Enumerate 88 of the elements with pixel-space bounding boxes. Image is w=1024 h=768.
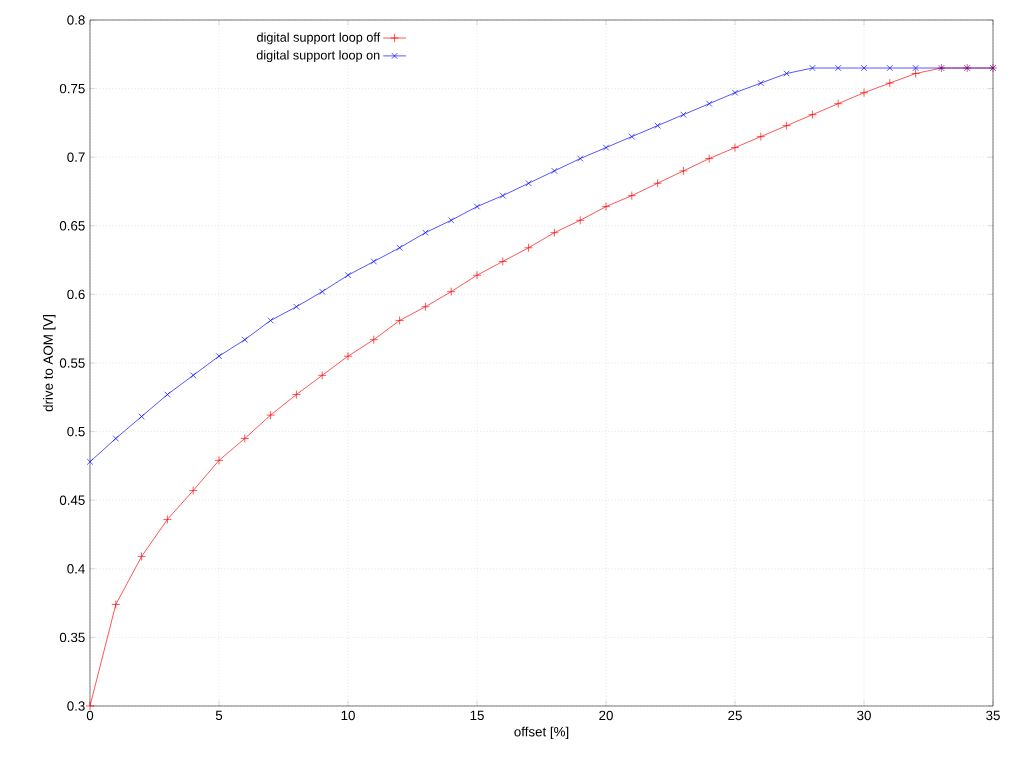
point: [886, 64, 893, 72]
point: [498, 257, 508, 266]
x-tick-label: 15: [470, 710, 484, 721]
y-tick-label: 0.75: [59, 83, 85, 94]
y-tick-label: 0.35: [59, 632, 85, 643]
point: [86, 458, 94, 465]
y-tick-label: 0.45: [59, 495, 85, 505]
point: [575, 215, 585, 225]
point: [292, 390, 301, 399]
point: [111, 600, 121, 609]
point: [911, 69, 920, 78]
point: [833, 99, 843, 109]
y-tick-label: 0.4: [67, 564, 85, 574]
point: [706, 100, 713, 107]
point: [602, 144, 610, 151]
point: [628, 133, 635, 140]
point: [679, 166, 688, 176]
x-tick-label: 5: [215, 710, 223, 721]
point: [601, 202, 611, 211]
point: [85, 701, 95, 711]
point: [317, 371, 327, 380]
point: [782, 121, 791, 130]
y-tick-label: 0.55: [59, 358, 85, 368]
x-tick-label: 10: [341, 710, 355, 721]
point: [499, 192, 506, 199]
point: [188, 486, 198, 495]
point: [551, 167, 558, 175]
point: [859, 88, 869, 98]
point: [577, 155, 584, 162]
point: [163, 515, 172, 524]
point: [422, 229, 429, 236]
point: [525, 180, 532, 187]
point: [809, 64, 816, 72]
y-tick-label: 0.3: [67, 701, 85, 711]
x-axis-title: offset [%]: [514, 726, 569, 740]
point: [343, 351, 353, 361]
point: [396, 244, 403, 251]
point: [730, 143, 740, 152]
point: [885, 78, 895, 88]
point: [319, 288, 326, 295]
point: [550, 228, 559, 237]
point: [369, 335, 379, 345]
x-tick-label: 20: [599, 710, 613, 721]
point: [240, 434, 250, 443]
point: [704, 154, 714, 163]
point: [266, 410, 275, 420]
point: [448, 217, 455, 224]
point: [137, 552, 146, 561]
x-tick-label: 0: [86, 710, 94, 721]
point: [138, 413, 145, 420]
point: [627, 191, 637, 200]
point: [783, 70, 790, 77]
point: [215, 352, 223, 360]
point: [472, 270, 482, 280]
x-tick-label: 30: [857, 710, 871, 721]
point: [680, 111, 687, 118]
point: [112, 435, 119, 442]
y-tick-label: 0.65: [59, 221, 85, 231]
x-tick-label: 35: [986, 710, 1000, 721]
point: [808, 110, 817, 120]
point: [446, 287, 456, 296]
point: [653, 178, 662, 188]
point: [395, 316, 404, 325]
point: [293, 303, 300, 310]
legend-label: digital support loop on: [256, 50, 380, 63]
point: [524, 243, 533, 253]
point: [473, 203, 481, 210]
point: [731, 89, 739, 96]
point: [912, 64, 919, 72]
point: [421, 302, 430, 312]
y-tick-label: 0.8: [67, 15, 85, 25]
point: [344, 272, 352, 279]
point: [757, 79, 764, 87]
point: [190, 372, 197, 379]
point: [164, 391, 171, 398]
point: [654, 122, 661, 129]
x-tick-label: 25: [728, 710, 742, 721]
y-tick-label: 0.6: [67, 289, 85, 300]
point: [267, 317, 274, 324]
y-tick-label: 0.5: [67, 426, 85, 437]
point: [214, 456, 224, 465]
point: [241, 336, 248, 343]
y-tick-label: 0.7: [67, 152, 85, 162]
point: [370, 258, 377, 265]
point: [835, 64, 842, 72]
legend-label: digital support loop off: [257, 32, 381, 45]
y-axis-title: drive to AOM [V]: [43, 315, 56, 412]
point: [756, 132, 766, 141]
